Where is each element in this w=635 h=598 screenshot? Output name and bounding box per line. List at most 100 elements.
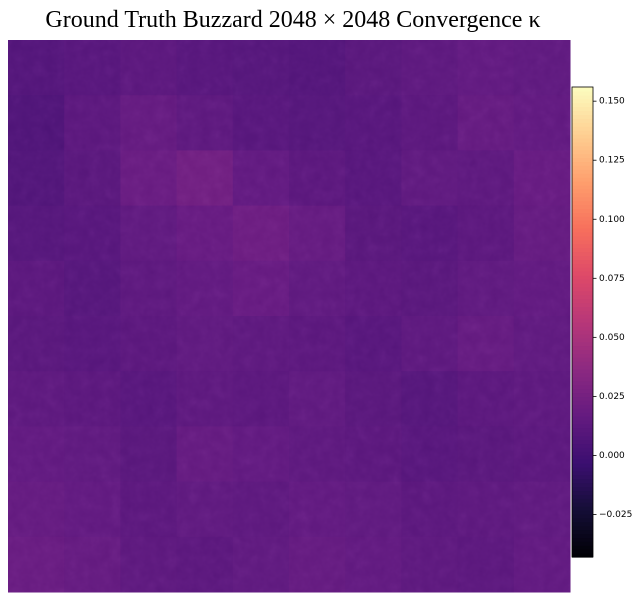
colorbar-slice — [572, 278, 593, 284]
colorbar-slice — [572, 188, 593, 194]
colorbar-slice — [572, 525, 593, 531]
colorbar-slice — [572, 122, 593, 127]
colorbar-slice — [572, 396, 593, 401]
colorbar-slice — [572, 490, 593, 495]
colorbar-tick-label: 0.075 — [599, 274, 625, 284]
colorbar-slice — [572, 357, 593, 362]
colorbar-slice — [572, 502, 593, 507]
colorbar-slice — [572, 173, 593, 178]
colorbar-slice — [572, 286, 593, 292]
colorbar-slice — [572, 466, 593, 472]
colorbar-slice — [572, 384, 593, 390]
colorbar-slice — [572, 455, 593, 460]
colorbar-slice — [572, 482, 593, 488]
colorbar-slice — [572, 486, 593, 492]
colorbar-slice — [572, 337, 593, 343]
colorbar-slice — [572, 494, 593, 499]
colorbar-slice — [572, 349, 593, 354]
colorbar-slice — [572, 404, 593, 409]
colorbar-slice — [572, 314, 593, 319]
colorbar-slice — [572, 549, 593, 554]
colorbar-slice — [572, 243, 593, 249]
colorbar-slice — [572, 161, 593, 166]
colorbar-slice — [572, 290, 593, 296]
colorbar-slice — [572, 423, 593, 429]
colorbar-slice — [572, 553, 593, 558]
colorbar-slice — [572, 506, 593, 511]
colorbar-slice — [572, 451, 593, 456]
colorbar-slice — [572, 263, 593, 268]
colorbar-slice — [572, 419, 593, 425]
colorbar-slice — [572, 282, 593, 288]
colorbar-slice — [572, 470, 593, 476]
colorbar-tick-label: 0.025 — [599, 392, 625, 402]
colorbar-slice — [572, 545, 593, 550]
colorbar-slice — [572, 369, 593, 374]
colorbar-slice — [572, 228, 593, 233]
colorbar-slice — [572, 298, 593, 304]
colorbar-slice — [572, 463, 593, 468]
colorbar-slice — [572, 329, 593, 335]
colorbar-slice — [572, 184, 593, 190]
colorbar-slice — [572, 90, 593, 96]
colorbar-slice — [572, 235, 593, 241]
colorbar-slice — [572, 87, 593, 92]
colorbar-slice — [572, 431, 593, 437]
colorbar-tick-label: 0.150 — [599, 97, 625, 107]
colorbar-slice — [572, 302, 593, 307]
colorbar-slice — [572, 529, 593, 535]
colorbar-slice — [572, 126, 593, 131]
colorbar-slice — [572, 208, 593, 213]
colorbar-slice — [572, 365, 593, 370]
colorbar-slice — [572, 137, 593, 143]
chart-title: Ground Truth Buzzard 2048 × 2048 Converg… — [45, 7, 540, 33]
colorbar-slice — [572, 537, 593, 542]
colorbar-slice — [572, 145, 593, 151]
colorbar-slice — [572, 318, 593, 323]
colorbar-frame — [571, 86, 594, 558]
colorbar: −0.025 0.000 0.025 0.050 0.075 0.100 0.125 0.15… — [571, 86, 632, 558]
colorbar-slice — [572, 204, 593, 210]
colorbar-slice — [572, 259, 593, 264]
colorbar-slice — [572, 224, 593, 229]
colorbar-slice — [572, 200, 593, 206]
colorbar-slice — [572, 165, 593, 170]
colorbar-slice — [572, 275, 593, 280]
colorbar-slice — [572, 333, 593, 339]
colorbar-slice — [572, 416, 593, 421]
colorbar-slice — [572, 478, 593, 484]
colorbar-slice — [572, 322, 593, 327]
colorbar-slice — [572, 267, 593, 272]
colorbar-slice — [572, 521, 593, 527]
colorbar-slice — [572, 388, 593, 394]
colorbar-slice — [572, 392, 593, 398]
colorbar-slice — [572, 345, 593, 351]
colorbar-slice — [572, 439, 593, 445]
colorbar-slice — [572, 380, 593, 386]
colorbar-slice — [572, 447, 593, 452]
texture — [8, 40, 570, 592]
colorbar-slice — [572, 510, 593, 515]
colorbar-slice — [572, 400, 593, 405]
colorbar-tick-label: 0.100 — [599, 215, 625, 225]
colorbar-slice — [572, 114, 593, 119]
colorbar-slice — [572, 310, 593, 315]
colorbar-slice — [572, 169, 593, 174]
colorbar-tick-label: 0.125 — [599, 156, 625, 166]
colorbar-slice — [572, 141, 593, 147]
colorbar-slice — [572, 513, 593, 519]
colorbar-slice — [572, 247, 593, 253]
colorbar-slice — [572, 306, 593, 311]
colorbar-slice — [572, 216, 593, 221]
colorbar-slice — [572, 412, 593, 417]
colorbar-slice — [572, 98, 593, 104]
colorbar-slice — [572, 177, 593, 182]
colorbar-slice — [572, 353, 593, 358]
colorbar-slice — [572, 239, 593, 245]
colorbar-slice — [572, 181, 593, 186]
colorbar-slice — [572, 325, 593, 331]
colorbar-slice — [572, 376, 593, 382]
colorbar-slice — [572, 118, 593, 123]
colorbar-slice — [572, 251, 593, 257]
